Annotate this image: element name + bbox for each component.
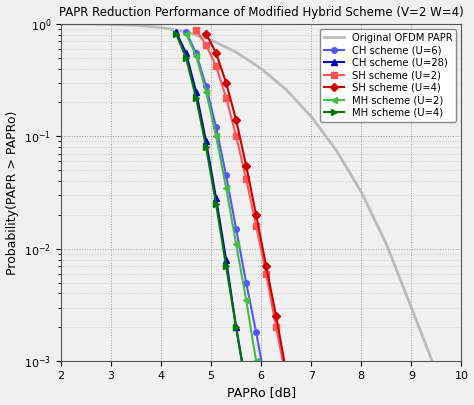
Original OFDM PAPR — [434, 370, 439, 375]
Legend: Original OFDM PAPR, CH scheme (U=6), CH scheme (U=28), SH scheme (U=2), SH schem: Original OFDM PAPR, CH scheme (U=6), CH … — [320, 29, 456, 122]
MH scheme (U=4) — [173, 31, 179, 36]
Line: SH scheme (U=2): SH scheme (U=2) — [193, 28, 309, 405]
SH scheme (U=2) — [264, 271, 269, 276]
MH scheme (U=2) — [243, 298, 249, 303]
MH scheme (U=4) — [243, 384, 249, 388]
MH scheme (U=4) — [183, 55, 189, 60]
Line: MH scheme (U=2): MH scheme (U=2) — [183, 31, 279, 405]
SH scheme (U=2) — [223, 96, 229, 100]
Original OFDM PAPR — [309, 114, 314, 119]
SH scheme (U=4) — [223, 80, 229, 85]
CH scheme (U=28) — [193, 89, 199, 94]
MH scheme (U=2) — [213, 134, 219, 139]
SH scheme (U=4) — [283, 370, 289, 375]
Title: PAPR Reduction Performance of Modified Hybrid Scheme (V=2 W=4): PAPR Reduction Performance of Modified H… — [59, 6, 464, 19]
SH scheme (U=4) — [203, 31, 209, 36]
Original OFDM PAPR — [208, 38, 214, 43]
Line: Original OFDM PAPR: Original OFDM PAPR — [61, 24, 462, 405]
Original OFDM PAPR — [333, 148, 339, 153]
CH scheme (U=6) — [203, 83, 209, 88]
X-axis label: PAPRo [dB]: PAPRo [dB] — [227, 386, 296, 399]
CH scheme (U=28) — [243, 384, 249, 388]
Original OFDM PAPR — [133, 23, 139, 28]
SH scheme (U=2) — [253, 224, 259, 228]
MH scheme (U=4) — [223, 264, 229, 269]
Original OFDM PAPR — [409, 305, 414, 310]
CH scheme (U=28) — [223, 257, 229, 262]
Line: CH scheme (U=6): CH scheme (U=6) — [183, 29, 279, 405]
SH scheme (U=2) — [243, 176, 249, 181]
MH scheme (U=2) — [183, 31, 189, 36]
MH scheme (U=2) — [203, 89, 209, 94]
Original OFDM PAPR — [383, 242, 389, 247]
CH scheme (U=6) — [183, 30, 189, 34]
Original OFDM PAPR — [233, 50, 239, 55]
CH scheme (U=6) — [213, 125, 219, 130]
CH scheme (U=6) — [223, 173, 229, 178]
Line: MH scheme (U=4): MH scheme (U=4) — [173, 31, 269, 405]
CH scheme (U=28) — [203, 139, 209, 144]
CH scheme (U=6) — [264, 384, 269, 388]
MH scheme (U=2) — [253, 359, 259, 364]
MH scheme (U=4) — [233, 325, 239, 330]
CH scheme (U=6) — [193, 51, 199, 55]
Original OFDM PAPR — [283, 87, 289, 92]
CH scheme (U=28) — [233, 325, 239, 330]
SH scheme (U=4) — [264, 264, 269, 269]
MH scheme (U=2) — [233, 242, 239, 247]
Original OFDM PAPR — [58, 21, 64, 26]
SH scheme (U=2) — [273, 325, 279, 330]
SH scheme (U=4) — [273, 314, 279, 319]
SH scheme (U=4) — [233, 117, 239, 122]
SH scheme (U=2) — [203, 43, 209, 47]
SH scheme (U=2) — [283, 376, 289, 381]
MH scheme (U=4) — [213, 202, 219, 207]
Y-axis label: Probability(PAPR > PAPRo): Probability(PAPR > PAPRo) — [6, 110, 18, 275]
CH scheme (U=28) — [173, 30, 179, 34]
MH scheme (U=2) — [223, 185, 229, 190]
Original OFDM PAPR — [83, 21, 89, 26]
Original OFDM PAPR — [258, 66, 264, 71]
CH scheme (U=6) — [253, 330, 259, 335]
Original OFDM PAPR — [108, 22, 114, 27]
Line: CH scheme (U=28): CH scheme (U=28) — [173, 29, 259, 405]
Original OFDM PAPR — [183, 30, 189, 34]
CH scheme (U=6) — [243, 280, 249, 285]
SH scheme (U=2) — [233, 134, 239, 139]
MH scheme (U=4) — [203, 145, 209, 149]
CH scheme (U=28) — [213, 196, 219, 201]
Original OFDM PAPR — [158, 25, 164, 30]
Original OFDM PAPR — [358, 190, 364, 194]
Line: SH scheme (U=4): SH scheme (U=4) — [203, 31, 309, 405]
MH scheme (U=2) — [193, 53, 199, 58]
CH scheme (U=28) — [183, 51, 189, 55]
CH scheme (U=6) — [233, 226, 239, 231]
MH scheme (U=4) — [193, 96, 199, 100]
SH scheme (U=2) — [193, 28, 199, 32]
SH scheme (U=4) — [253, 213, 259, 217]
SH scheme (U=2) — [213, 64, 219, 69]
SH scheme (U=4) — [213, 51, 219, 55]
SH scheme (U=4) — [243, 163, 249, 168]
